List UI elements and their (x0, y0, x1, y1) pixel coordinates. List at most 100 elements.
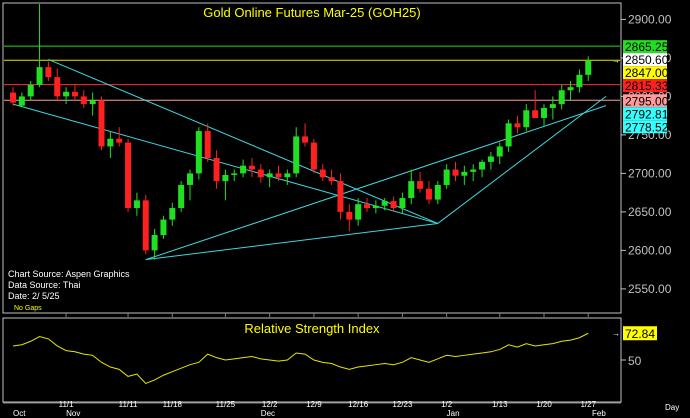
candle-body (107, 138, 114, 147)
candle-body (576, 74, 583, 88)
candle-body (240, 165, 247, 174)
price-marker-box (623, 107, 667, 121)
trendline (145, 222, 438, 261)
candle-body (266, 173, 273, 178)
candle-body (496, 146, 503, 157)
candle-body (36, 67, 43, 85)
candle-body (470, 169, 477, 172)
price-tick-label: 2900.00 (628, 12, 672, 26)
candle-body (310, 142, 317, 170)
date-label: 12/16 (348, 400, 369, 409)
candle-body (399, 198, 406, 209)
date-label: 11/18 (163, 400, 183, 409)
trendline (145, 105, 607, 261)
price-marker-label: 2850.60 (625, 53, 669, 67)
date-label: 11/11 (119, 400, 138, 409)
candle-body (434, 184, 441, 200)
date-label: 12/9 (306, 400, 322, 409)
date-label: 12/23 (392, 400, 413, 409)
candle-body (98, 100, 105, 147)
candle-body (514, 123, 521, 128)
price-markers: 2865.252850.602847.002815.332795.002792.… (612, 40, 669, 134)
price-marker-label: 2865.25 (625, 40, 669, 54)
candle-body (523, 110, 530, 128)
price-marker-box (623, 40, 667, 54)
candle-body (381, 201, 388, 206)
candle-body (284, 173, 291, 178)
candle-body (178, 184, 185, 209)
candle-body (452, 169, 459, 176)
candle-body (346, 211, 353, 220)
date-label: 1/20 (536, 400, 552, 409)
info-line-data: Data Source: Thai (8, 280, 80, 290)
info-line-date: Date: 2/ 5/25 (8, 291, 60, 301)
month-label: Nov (66, 409, 80, 418)
candle-body (125, 142, 132, 209)
price-tick-label: 2650.00 (628, 205, 672, 219)
candle-body (549, 104, 556, 108)
candle-body (505, 123, 512, 147)
no-gaps-label: No Gaps (14, 305, 42, 312)
price-marker-label: 2847.00 (625, 66, 669, 80)
candle-body (408, 181, 415, 199)
rsi-title: Relative Strength Index (244, 321, 380, 336)
price-marker-label: 2815.33 (625, 79, 669, 93)
candle-body (275, 173, 282, 178)
candle-body (372, 205, 379, 209)
date-label: 1/13 (492, 400, 508, 409)
candle-body (89, 100, 96, 105)
candle-body (319, 169, 326, 178)
candle-body (63, 91, 70, 97)
candle-body (461, 171, 468, 176)
chart-title: Gold Online Futures Mar-25 (GOH25) (203, 5, 420, 20)
rsi-current-arrow: → (612, 329, 620, 338)
candle-body (558, 90, 565, 105)
price-marker-box (623, 79, 667, 93)
candle-body (160, 219, 167, 235)
rsi-line (12, 332, 589, 385)
candle-body (487, 156, 494, 162)
trendline (437, 96, 607, 224)
price-marker-box (623, 94, 667, 108)
candle-body (364, 204, 370, 209)
rsi-panel-frame (2, 317, 622, 403)
candle-body (302, 136, 309, 143)
candle-body (80, 96, 87, 105)
month-label: Jan (447, 409, 460, 418)
candle-body (231, 173, 238, 175)
candle-body (195, 131, 202, 174)
price-tick-label: 2700.00 (628, 166, 672, 180)
price-marker-label: 2778.52 (625, 120, 669, 134)
date-label: 1/27 (580, 400, 596, 409)
candle-body (213, 158, 220, 182)
candle-body (337, 181, 344, 212)
candle-body (425, 188, 432, 200)
candle-body (151, 235, 158, 251)
date-label: 12/2 (262, 400, 278, 409)
candle-body (133, 200, 140, 209)
candle-body (10, 92, 16, 103)
rsi-line-group: 50 72.84 → (12, 326, 657, 385)
price-marker-box (623, 53, 667, 67)
candle-body (71, 91, 78, 97)
candle-body (116, 138, 123, 143)
candle-body (328, 177, 335, 182)
candle-body (443, 169, 450, 185)
candle-body (355, 204, 362, 220)
period-label: Day (665, 403, 679, 412)
candle-body (417, 181, 424, 189)
month-label: Feb (592, 409, 606, 418)
candle-body (248, 165, 255, 170)
candle-body (142, 200, 149, 251)
rsi-tick-label: 50 (628, 354, 642, 368)
candle-body (27, 84, 34, 97)
date-label: 1/2 (441, 400, 453, 409)
current-price-arrow: → (612, 56, 620, 65)
candle-body (293, 136, 300, 174)
candle-body (567, 87, 574, 91)
rsi-current-label: 72.84 (625, 327, 655, 341)
candle-body (204, 131, 211, 158)
candle-body (18, 96, 25, 106)
candle-body (479, 161, 486, 170)
